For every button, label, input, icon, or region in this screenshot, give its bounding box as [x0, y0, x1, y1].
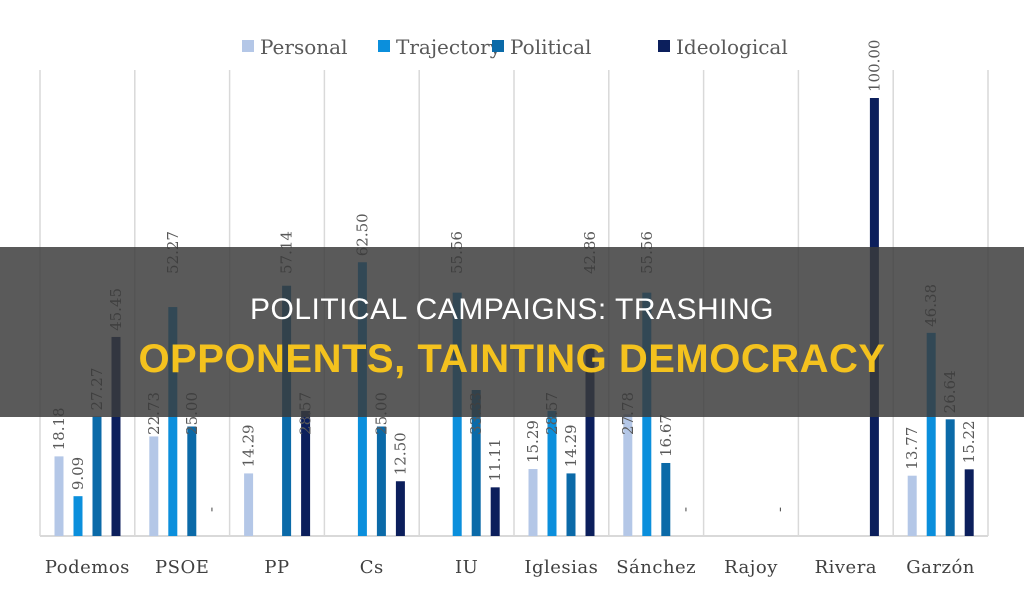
legend-label-personal: Personal — [260, 35, 347, 59]
category-label: Cs — [360, 557, 384, 578]
data-label: 18.18 — [50, 407, 68, 450]
data-label: 12.50 — [391, 432, 409, 475]
bar-trajectory — [73, 496, 83, 536]
bar-trajectory — [168, 307, 178, 536]
bar-ideological — [585, 348, 595, 536]
data-label: - — [771, 507, 789, 512]
banner-title-line1: POLITICAL CAMPAIGNS: TRASHING — [249, 293, 775, 326]
category-label: Rajoy — [724, 557, 778, 578]
bar-ideological — [395, 481, 405, 536]
legend-swatch-political — [492, 40, 504, 52]
legend-swatch-ideological — [658, 40, 670, 52]
data-label: 13.77 — [903, 427, 921, 470]
data-label: 14.29 — [240, 424, 258, 467]
bar-personal — [907, 475, 917, 536]
bar-political — [661, 462, 671, 536]
bar-trajectory — [926, 332, 936, 536]
category-label: Rivera — [815, 557, 877, 578]
data-label: 62.50 — [353, 213, 371, 256]
category-label: IU — [455, 557, 478, 578]
bar-ideological — [111, 336, 121, 536]
category-label: PSOE — [155, 557, 209, 578]
bar-political — [945, 419, 955, 536]
bar-personal — [149, 436, 159, 536]
bar-political — [376, 426, 386, 536]
bar-ideological — [301, 410, 311, 536]
category-label: Podemos — [45, 557, 130, 578]
data-label: 100.00 — [865, 40, 883, 93]
bar-trajectory — [547, 410, 557, 536]
legend-swatch-trajectory — [378, 40, 390, 52]
title-banner: POLITICAL CAMPAIGNS: TRASHING OPPONENTS,… — [0, 247, 1024, 417]
data-label: - — [202, 507, 220, 512]
bar-personal — [54, 456, 64, 536]
bar-personal — [244, 473, 254, 536]
data-label: 9.09 — [69, 457, 87, 490]
bar-political — [92, 416, 102, 536]
category-label: Iglesias — [524, 557, 598, 578]
banner-title-line2: OPPONENTS, TAINTING DEMOCRACY — [138, 337, 886, 381]
data-label: 15.29 — [524, 420, 542, 463]
legend-label-political: Political — [510, 35, 591, 59]
bar-political — [471, 390, 481, 536]
data-label: - — [676, 507, 694, 512]
bar-political — [566, 473, 576, 536]
data-label: 15.22 — [960, 420, 978, 463]
bar-ideological — [490, 487, 500, 536]
legend-label-trajectory: Trajectory — [396, 35, 502, 59]
category-label: PP — [264, 557, 289, 578]
legend-label-ideological: Ideological — [676, 35, 788, 59]
bar-ideological — [964, 469, 974, 536]
legend-swatch-personal — [242, 40, 254, 52]
data-label: 11.11 — [486, 438, 504, 481]
category-label: Garzón — [906, 557, 975, 578]
data-label: 16.67 — [657, 414, 675, 457]
bar-personal — [623, 414, 633, 536]
bar-personal — [528, 469, 538, 536]
data-label: 14.29 — [562, 424, 580, 467]
category-label: Sánchez — [616, 557, 696, 578]
bar-political — [187, 426, 197, 536]
